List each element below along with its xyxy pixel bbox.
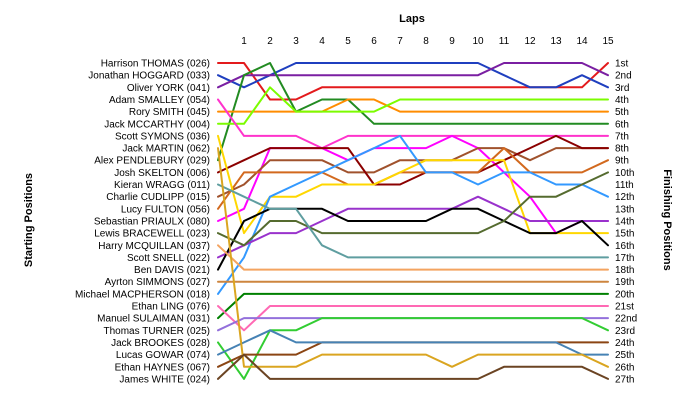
driver-position-line [217,147,609,210]
finishing-position-label: 15th [615,229,634,240]
finishing-position-label: 14th [615,216,634,227]
finishing-position-label: 25th [615,350,634,361]
lap-tick-label: 4 [319,36,325,47]
finishing-position-label: 1st [615,59,629,70]
driver-position-line [217,195,609,259]
lap-tick-label: 2 [267,36,273,47]
lap-tick-label: 15 [602,36,614,47]
finishing-position-label: 3rd [615,83,629,94]
starting-driver-label: Thomas TURNER (025) [103,326,210,337]
finishing-position-label: 20th [615,289,634,300]
driver-position-line [217,62,609,89]
starting-driver-label: Lucas GOWAR (074) [116,350,210,361]
lap-tick-label: 8 [423,36,429,47]
lap-tick-label: 10 [472,36,484,47]
finishing-position-label: 11th [615,180,634,191]
driver-position-line [217,86,609,125]
lap-tick-label: 9 [449,36,455,47]
starting-driver-label: Adam SMALLEY (054) [109,95,210,106]
starting-driver-label: Charlie CUDLIPP (015) [106,192,210,203]
lap-tick-label: 14 [576,36,588,47]
finishing-position-label: 2nd [615,71,632,82]
starting-driver-label: Jack MCCARTHY (004) [104,119,210,130]
starting-driver-label: Scott SNELL (022) [127,253,210,264]
x-axis-title: Laps [399,13,425,25]
driver-position-line [217,353,609,380]
starting-driver-label: Scott SYMONS (036) [115,131,210,142]
lap-tick-label: 13 [550,36,562,47]
starting-driver-label: Josh SKELTON (006) [114,168,210,179]
driver-position-line [217,244,609,271]
finishing-position-label: 19th [615,277,634,288]
finishing-position-label: 13th [615,204,634,215]
starting-driver-label: Michael MACPHERSON (018) [75,289,210,300]
y-axis-title-left: Starting Positions [23,173,35,267]
driver-position-line [217,317,609,380]
driver-position-line [217,98,609,113]
lap-tick-label: 11 [499,36,510,47]
driver-position-line [217,292,609,320]
lap-tick-label: 1 [241,36,247,47]
finishing-position-label: 16th [615,241,634,252]
driver-position-line [217,147,609,198]
y-axis-title-right: Finishing Positions [661,169,673,270]
driver-position-line [217,305,609,332]
starting-driver-label: Ethan HAYNES (067) [115,362,210,373]
driver-position-line [217,62,609,162]
starting-driver-label: Ayrton SIMMONS (027) [105,277,210,288]
lap-tick-label: 6 [371,36,377,47]
starting-driver-label: Sebastian PRIAULX (080) [94,216,210,227]
finishing-position-label: 24th [615,338,634,349]
driver-position-line [217,183,609,259]
finishing-position-label: 12th [615,192,634,203]
starting-driver-label: Harry MCQUILLAN (037) [98,241,210,252]
finishing-position-label: 6th [615,119,629,130]
starting-driver-label: Lucy FULTON (056) [121,204,210,215]
finishing-position-label: 26th [615,362,634,373]
lap-tick-label: 12 [524,36,536,47]
finishing-position-label: 8th [615,144,629,155]
starting-driver-label: Jack BROOKES (028) [111,338,210,349]
finishing-position-label: 10th [615,168,634,179]
driver-position-line [217,98,609,150]
starting-driver-label: Lewis BRACEWELL (023) [94,229,210,240]
finishing-position-label: 22nd [615,314,637,325]
finishing-position-label: 21st [615,302,634,313]
finishing-position-label: 18th [615,265,634,276]
finishing-position-label: 17th [615,253,634,264]
lap-tick-label: 5 [345,36,351,47]
starting-driver-label: Jonathan HOGGARD (033) [88,71,210,82]
finishing-position-label: 23rd [615,326,635,337]
driver-position-line [217,134,609,186]
starting-driver-label: Manuel SULAIMAN (031) [97,314,210,325]
starting-driver-label: Oliver YORK (041) [127,83,210,94]
driver-position-line [217,171,609,247]
lap-tick-label: 3 [293,36,299,47]
finishing-position-label: 27th [615,374,634,385]
driver-position-line [217,62,609,89]
finishing-position-label: 5th [615,107,629,118]
starting-driver-label: Jack MARTIN (062) [122,144,210,155]
starting-driver-label: Ethan LING (076) [132,302,210,313]
starting-driver-label: Harrison THOMAS (026) [101,59,210,70]
starting-driver-label: Ben DAVIS (021) [134,265,210,276]
starting-driver-label: James WHITE (024) [119,374,210,385]
finishing-position-label: 9th [615,156,629,167]
driver-position-line [217,134,609,295]
driver-position-line [217,329,609,356]
driver-position-line [217,147,609,368]
starting-driver-label: Rory SMITH (045) [129,107,210,118]
finishing-position-label: 7th [615,131,629,142]
finishing-position-label: 4th [615,95,629,106]
lap-tick-label: 7 [397,36,403,47]
starting-driver-label: Kieran WRAGG (011) [114,180,210,191]
starting-driver-label: Alex PENDLEBURY (029) [94,156,210,167]
